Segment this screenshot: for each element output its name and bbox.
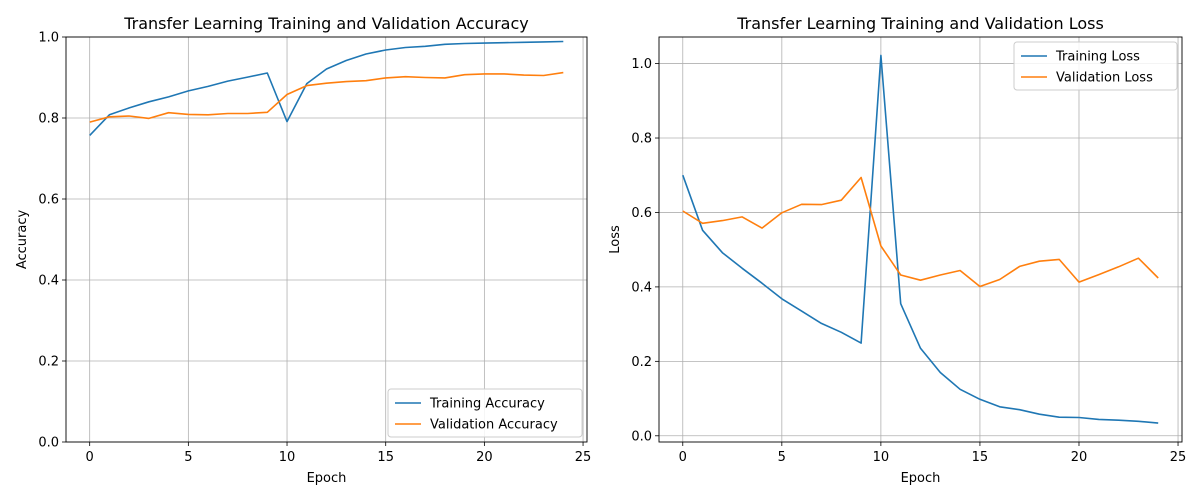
x-axis-label: Epoch: [307, 471, 347, 486]
x-tick-label: 20: [476, 450, 493, 465]
series-line-training-loss: [682, 54, 1159, 424]
y-axis-label: Loss: [608, 225, 623, 254]
y-tick-label: 0.6: [631, 206, 652, 221]
x-tick-label: 15: [377, 450, 394, 465]
x-tick-label: 10: [279, 450, 296, 465]
y-tick-label: 1.0: [631, 57, 652, 72]
x-tick-label: 5: [184, 450, 192, 465]
y-tick-label: 0.0: [631, 429, 652, 444]
y-tick-label: 0.2: [38, 355, 59, 370]
y-tick-label: 0.6: [38, 193, 59, 208]
x-tick-label: 15: [972, 450, 989, 465]
series-line-validation-loss: [682, 176, 1159, 288]
loss-chart: Transfer Learning Training and Validatio…: [608, 14, 1186, 486]
legend-label: Training Loss: [1055, 50, 1140, 65]
series-line-training-accuracy: [89, 40, 564, 136]
legend: Training Accuracy Validation Accuracy: [387, 388, 583, 438]
x-tick-label: 0: [86, 450, 94, 465]
y-tick-label: 0.0: [38, 436, 59, 451]
legend: Training Loss Validation Loss: [1013, 41, 1178, 91]
y-tick-label: 0.8: [631, 132, 652, 147]
y-tick-label: 0.2: [631, 355, 652, 370]
x-tick-label: 25: [575, 450, 592, 465]
x-tick-label: 25: [1170, 450, 1187, 465]
series-line-validation-accuracy: [89, 71, 564, 123]
x-tick-label: 10: [873, 450, 890, 465]
x-tick-label: 0: [679, 450, 687, 465]
legend-box: [387, 388, 583, 438]
legend-label: Validation Accuracy: [430, 418, 558, 433]
legend-box: [1013, 41, 1178, 91]
x-axis-label: Epoch: [901, 471, 941, 486]
y-tick-label: 0.4: [631, 280, 652, 295]
x-tick-label: 20: [1071, 450, 1088, 465]
accuracy-chart: Transfer Learning Training and Validatio…: [15, 14, 591, 486]
legend-label: Training Accuracy: [429, 397, 545, 412]
y-tick-label: 0.8: [38, 112, 59, 127]
y-tick-label: 1.0: [38, 31, 59, 46]
x-tick-label: 5: [778, 450, 786, 465]
y-axis-label: Accuracy: [15, 210, 30, 270]
plot-frame: [65, 36, 588, 443]
chart-title: Transfer Learning Training and Validatio…: [736, 14, 1104, 33]
legend-label: Validation Loss: [1056, 71, 1153, 86]
plot-frame: [658, 36, 1183, 443]
y-tick-label: 0.4: [38, 274, 59, 289]
chart-title: Transfer Learning Training and Validatio…: [123, 14, 529, 33]
